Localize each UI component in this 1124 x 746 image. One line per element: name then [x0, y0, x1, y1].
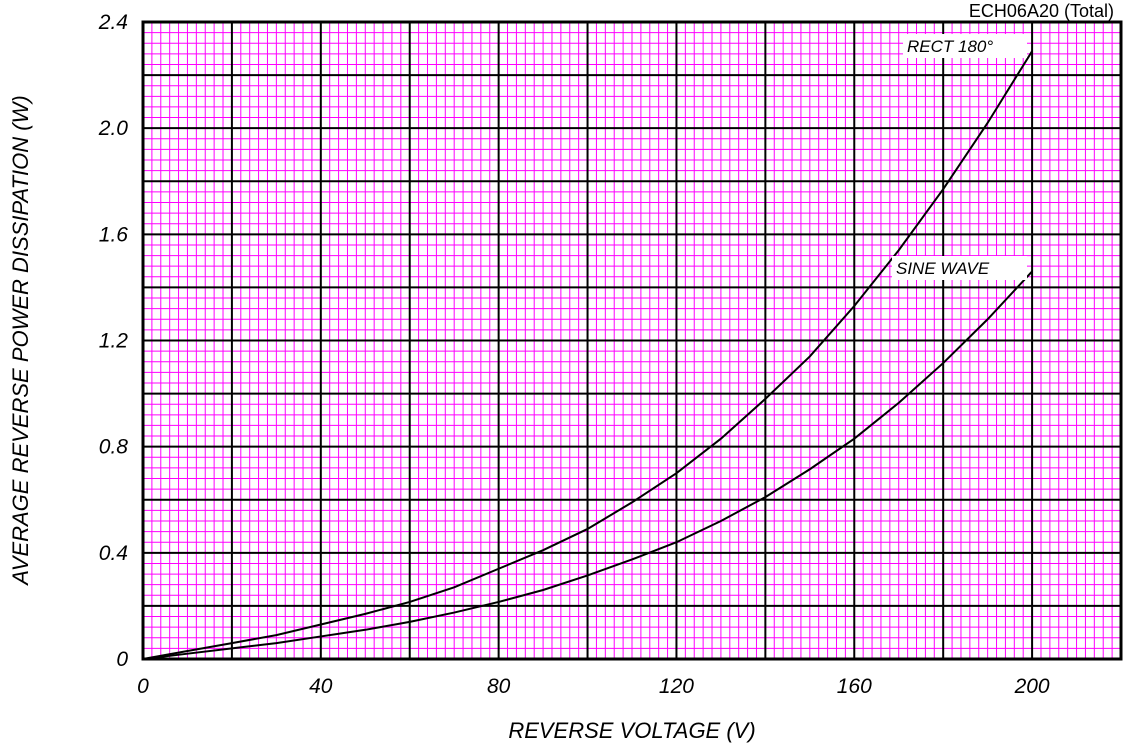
x-tick-label: 0 [137, 675, 149, 698]
plot-area [141, 20, 1123, 661]
x-tick-label: 120 [659, 675, 694, 698]
y-tick-label: 2.0 [98, 117, 129, 140]
curve-labels: RECT 180° SINE WAVE [892, 34, 1027, 280]
sine-wave-curve [142, 270, 1033, 660]
x-tick-label: 80 [487, 675, 511, 698]
sine-wave-label: SINE WAVE [896, 259, 990, 278]
y-tick-label: 2.4 [98, 11, 128, 34]
rect-180-curve [142, 50, 1033, 660]
rect-180-label: RECT 180° [907, 37, 993, 56]
rect-label-background [903, 34, 1027, 58]
y-tick-label: 0.4 [99, 542, 128, 565]
y-tick-label: 1.6 [99, 223, 129, 246]
part-number: ECH06A20 (Total) [969, 1, 1114, 21]
y-tick-label: 1.2 [99, 330, 129, 353]
x-tick-label: 40 [309, 675, 333, 698]
curves [142, 50, 1033, 660]
y-tick-label: 0.8 [99, 436, 129, 459]
plot-frame [141, 20, 1123, 661]
y-tick-labels: 0 0.4 0.8 1.2 1.6 2.0 2.4 [98, 11, 129, 671]
y-tick-label: 0 [116, 648, 128, 671]
y-axis-title: AVERAGE REVERSE POWER DISSIPATION (W) [8, 95, 33, 586]
x-tick-label: 200 [1014, 675, 1050, 698]
sine-label-background [892, 256, 1027, 280]
x-tick-label: 160 [837, 675, 872, 698]
x-tick-labels: 0 40 80 120 160 200 [137, 675, 1050, 698]
major-grid [143, 22, 1121, 659]
x-axis-title: REVERSE VOLTAGE (V) [508, 718, 755, 743]
